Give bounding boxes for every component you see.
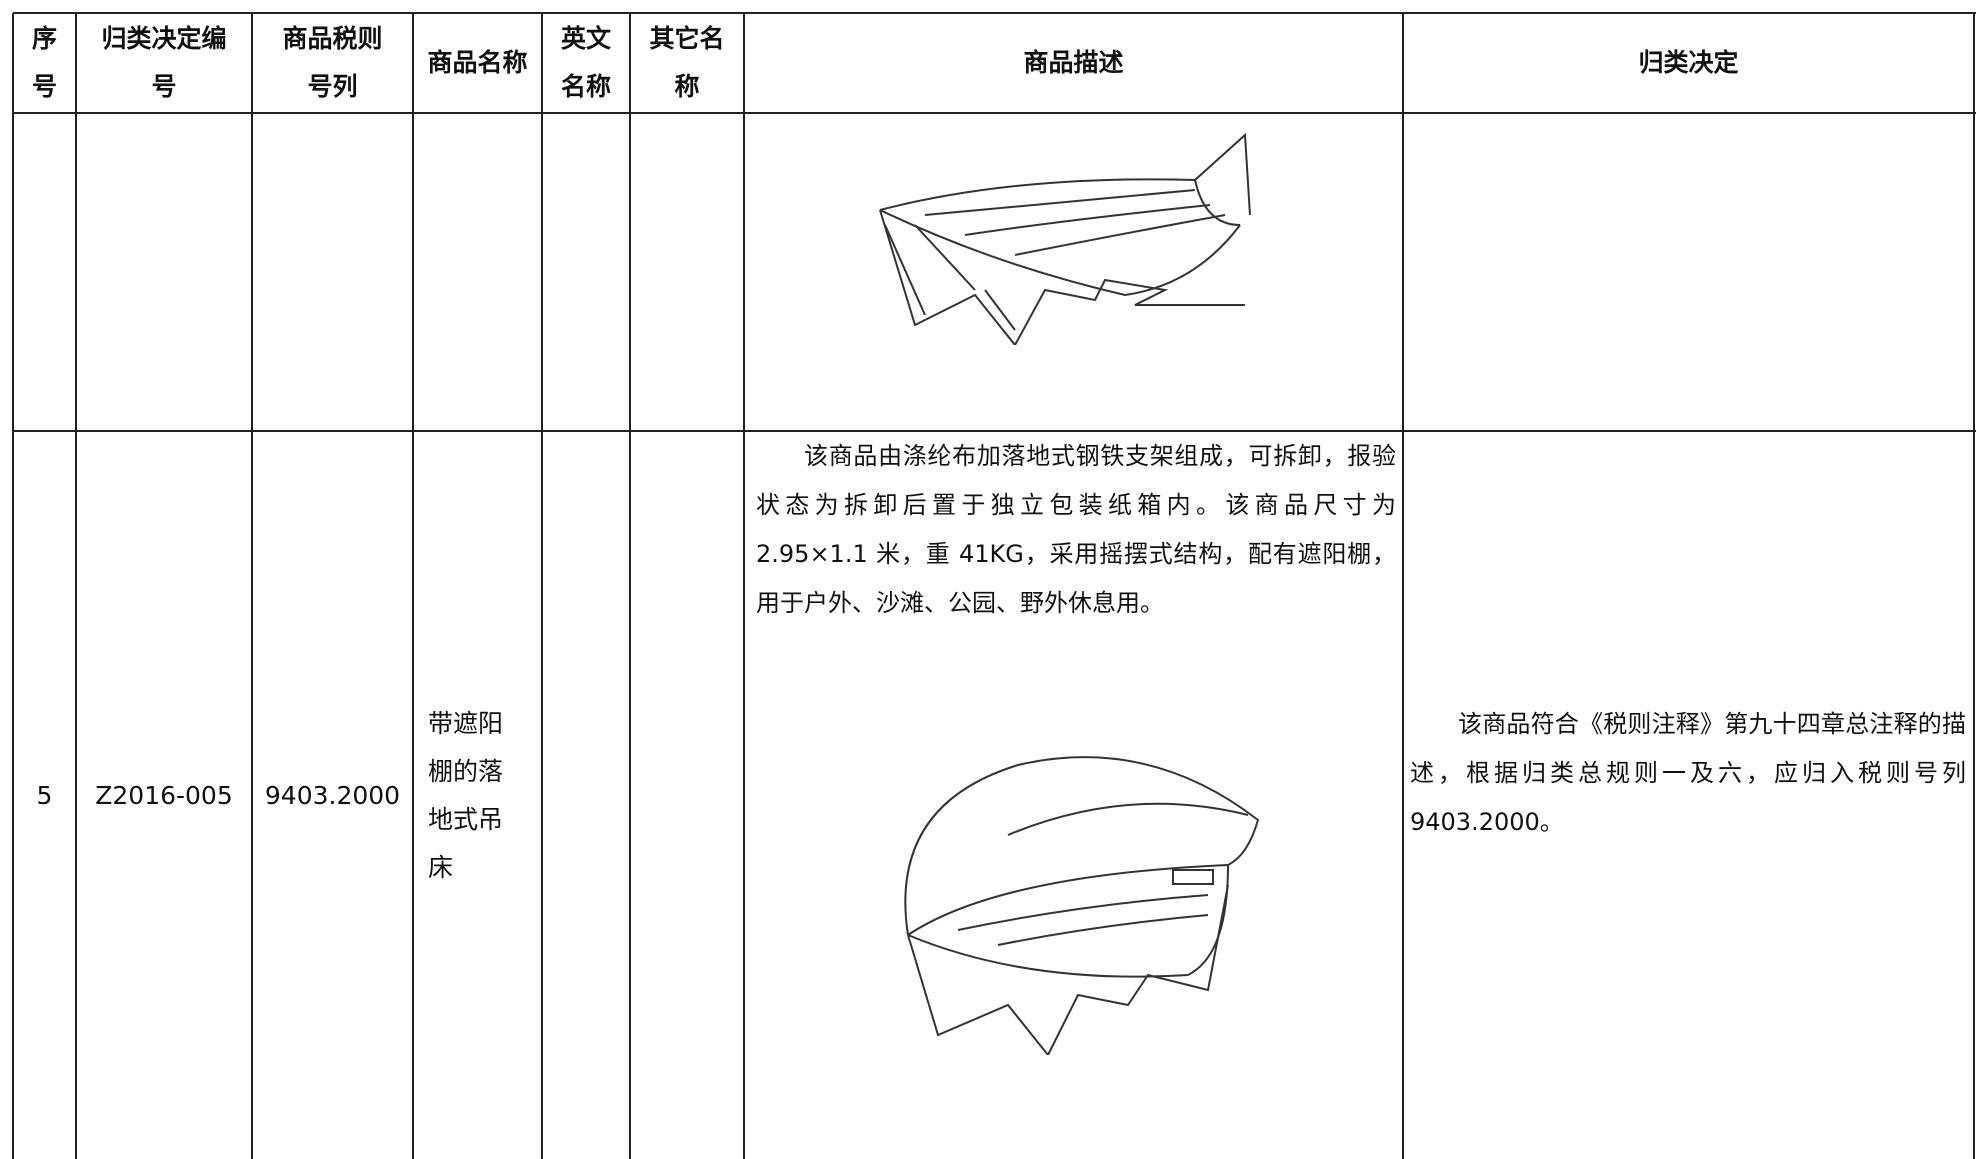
hammock-drawing (879, 132, 1251, 345)
header-cell: 归类决定 (1638, 48, 1739, 77)
cell-name: 带遮阳棚的落地式吊床 (428, 708, 504, 882)
header-cell: 其它名称 (649, 24, 725, 101)
header-cell: 归类决定编号 (101, 24, 227, 101)
header-cell: 英文名称 (560, 24, 611, 101)
hammock-drawing (904, 756, 1260, 1055)
cell-tariff-no: 9403.2000 (264, 780, 401, 810)
header-cell: 商品描述 (1023, 48, 1124, 77)
cell-decision: 该商品符合《税则注释》第九十四章总注释的描述，根据归类总规则一及六，应归入税则号… (1410, 710, 1966, 836)
table-border (743, 13, 745, 1159)
cell-decision-no: Z2016-005 (95, 780, 233, 810)
header-cell: 商品名称 (427, 48, 528, 77)
header-cell: 商品税则号列 (282, 24, 383, 101)
header-cell: 序号 (31, 24, 57, 101)
table-border (251, 13, 253, 1159)
table-border (541, 13, 543, 1159)
table-border (13, 430, 1976, 432)
table-border (12, 13, 14, 1159)
cell-description: 该商品由涤纶布加落地式钢铁支架组成，可拆卸，报验状态为拆卸后置于独立包装纸箱内。… (756, 442, 1396, 617)
table-border (1402, 13, 1404, 1159)
table-border (75, 13, 77, 1159)
table-border (13, 12, 1976, 14)
table-border (629, 13, 631, 1159)
table-border (1973, 13, 1975, 1159)
table-border (412, 13, 414, 1159)
cell-index: 5 (36, 780, 53, 810)
table-border (13, 112, 1976, 114)
